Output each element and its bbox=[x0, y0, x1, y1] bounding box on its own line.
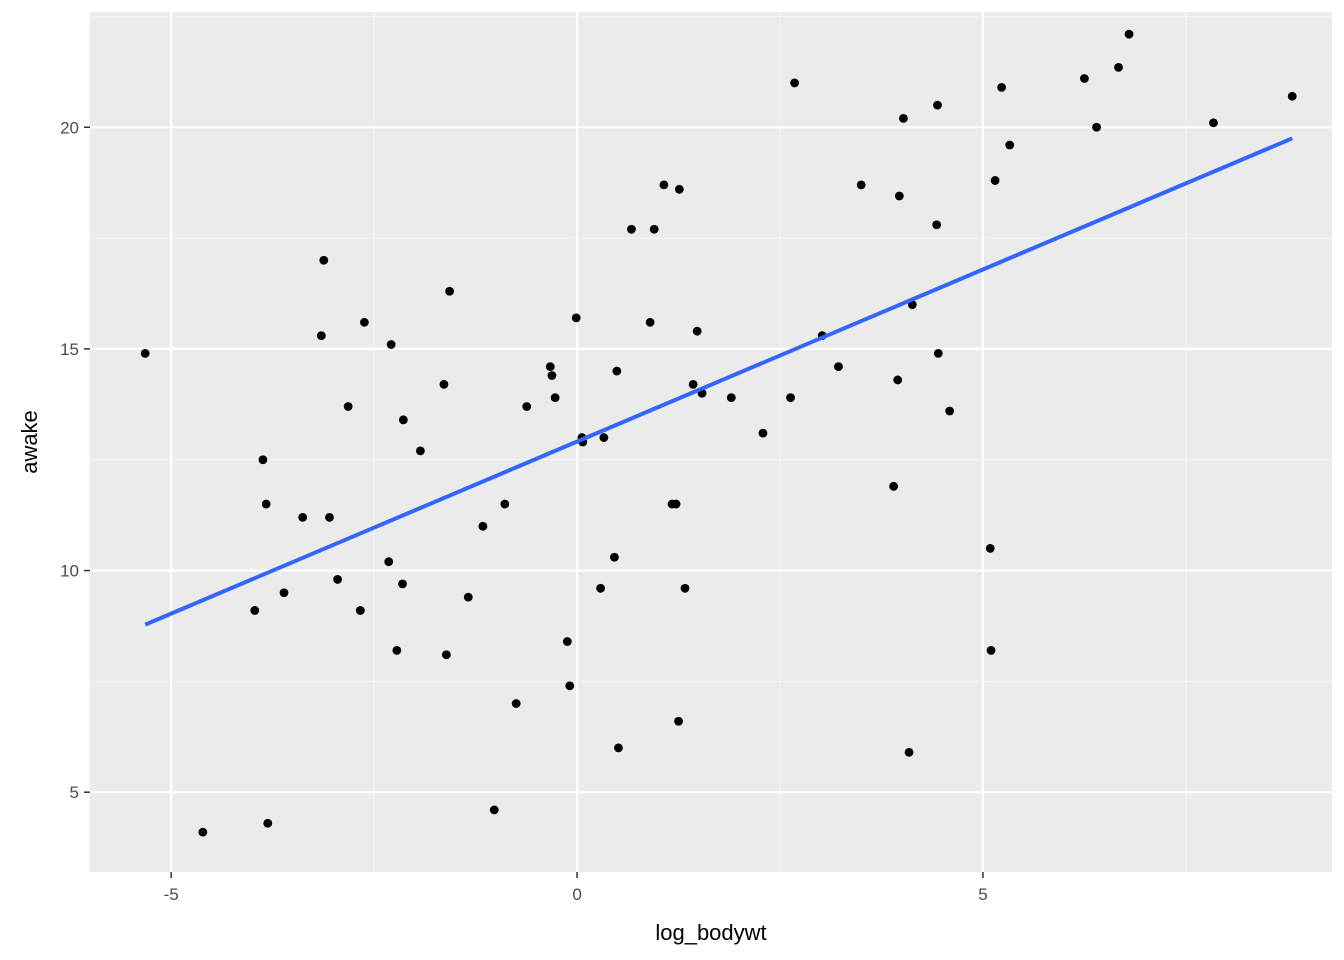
data-point bbox=[198, 827, 208, 837]
data-point bbox=[614, 743, 623, 753]
y-tick-label: 5 bbox=[70, 783, 79, 802]
x-axis-ticks: -5 0 5 bbox=[164, 872, 988, 904]
data-point bbox=[263, 818, 273, 828]
data-point bbox=[945, 406, 955, 416]
data-point bbox=[933, 348, 943, 358]
data-point bbox=[758, 428, 768, 438]
data-point bbox=[1287, 91, 1297, 101]
data-point bbox=[889, 481, 899, 491]
x-tick-label: -5 bbox=[164, 885, 179, 904]
data-point bbox=[610, 552, 619, 562]
data-point bbox=[1080, 74, 1089, 83]
data-point bbox=[500, 499, 510, 509]
x-axis-title: log_bodywt bbox=[655, 920, 766, 945]
x-tick-label: 0 bbox=[572, 885, 581, 904]
data-point bbox=[627, 224, 636, 234]
data-point bbox=[316, 331, 326, 341]
data-point bbox=[692, 326, 702, 336]
data-point bbox=[250, 606, 260, 615]
plot-panel bbox=[90, 12, 1332, 872]
data-point bbox=[550, 393, 560, 403]
y-axis-ticks: 5 10 15 20 bbox=[60, 118, 90, 802]
data-point bbox=[856, 180, 866, 190]
data-point bbox=[319, 255, 329, 265]
data-point bbox=[904, 747, 914, 757]
data-point bbox=[671, 499, 681, 509]
data-point bbox=[893, 375, 903, 385]
data-point bbox=[1092, 122, 1101, 132]
data-point bbox=[298, 512, 308, 522]
minor-gridlines bbox=[90, 12, 1332, 872]
data-point bbox=[1005, 140, 1015, 150]
data-point bbox=[932, 220, 942, 230]
data-point bbox=[565, 681, 575, 691]
data-point bbox=[325, 512, 334, 522]
data-point bbox=[649, 224, 659, 234]
data-point bbox=[659, 180, 669, 190]
data-point bbox=[343, 402, 353, 411]
y-tick-label: 10 bbox=[60, 562, 79, 581]
data-point bbox=[441, 650, 451, 660]
data-point bbox=[392, 645, 402, 655]
data-point bbox=[990, 176, 1000, 185]
data-point bbox=[511, 699, 521, 708]
regression-line bbox=[144, 136, 1294, 627]
data-point bbox=[545, 362, 555, 372]
y-axis-title: awake bbox=[17, 410, 42, 474]
x-tick-label: 5 bbox=[978, 885, 987, 904]
data-point bbox=[439, 379, 449, 389]
data-point bbox=[985, 543, 995, 553]
data-point bbox=[612, 366, 622, 376]
data-point bbox=[1209, 118, 1218, 128]
data-point bbox=[1114, 63, 1123, 72]
data-point bbox=[355, 606, 365, 615]
data-point bbox=[261, 499, 271, 509]
y-tick-label: 15 bbox=[60, 340, 79, 359]
data-point bbox=[688, 379, 698, 389]
data-point bbox=[522, 402, 532, 411]
data-point bbox=[279, 588, 289, 598]
data-point bbox=[790, 78, 800, 88]
data-point bbox=[384, 557, 394, 567]
data-point bbox=[562, 637, 572, 646]
data-point bbox=[674, 184, 684, 194]
data-point bbox=[726, 393, 736, 403]
data-point bbox=[834, 362, 843, 372]
data-point bbox=[674, 716, 683, 726]
data-point bbox=[786, 393, 795, 403]
data-points bbox=[140, 29, 1297, 837]
data-point bbox=[547, 371, 557, 380]
data-point bbox=[599, 433, 609, 442]
data-point bbox=[140, 348, 150, 358]
data-point bbox=[680, 583, 690, 593]
data-point bbox=[415, 446, 425, 456]
data-point bbox=[645, 317, 655, 327]
data-point bbox=[386, 340, 396, 349]
data-point bbox=[445, 286, 455, 296]
data-point bbox=[478, 521, 488, 531]
data-point bbox=[894, 191, 904, 201]
data-point bbox=[997, 82, 1007, 92]
data-point bbox=[986, 645, 996, 655]
data-point bbox=[898, 113, 908, 123]
regression-line-group bbox=[144, 136, 1294, 627]
data-point bbox=[398, 579, 407, 589]
data-point bbox=[1124, 29, 1134, 39]
data-point bbox=[463, 592, 473, 602]
data-point bbox=[258, 455, 268, 465]
data-point bbox=[333, 575, 342, 584]
data-point bbox=[933, 100, 942, 110]
data-point bbox=[359, 317, 369, 327]
data-point bbox=[596, 583, 605, 593]
data-point bbox=[571, 313, 581, 323]
y-tick-label: 20 bbox=[60, 118, 79, 137]
data-point bbox=[489, 805, 499, 815]
data-point bbox=[398, 415, 408, 425]
